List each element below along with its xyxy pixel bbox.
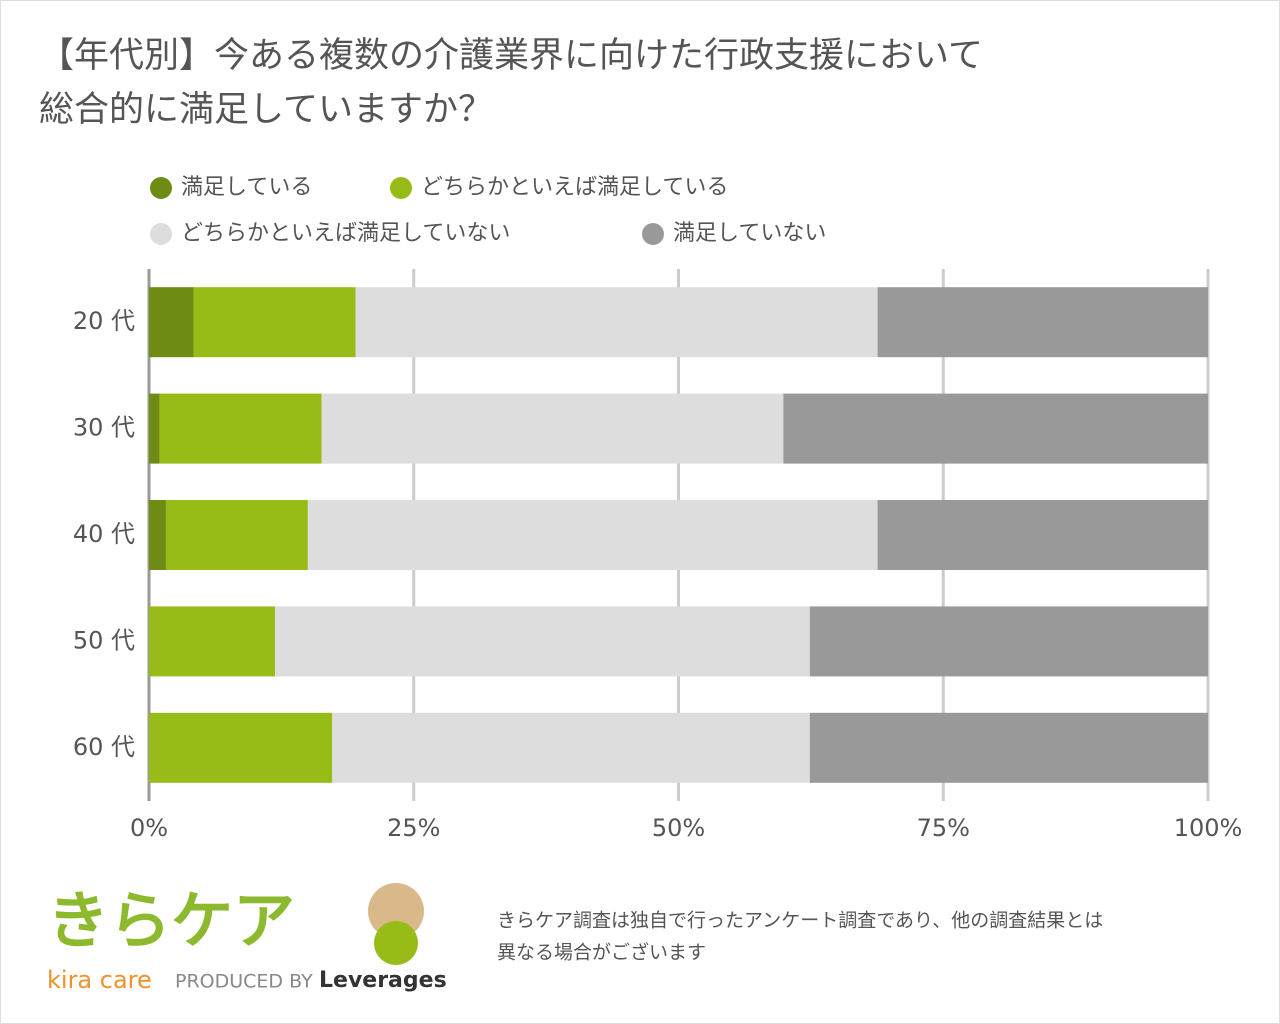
note: 異なる場合がございます [497,941,706,964]
x-tick-label: 0% [130,814,168,842]
legend-label: どちらかといえば満足していない [181,221,510,246]
bar-segment [149,287,194,358]
x-tick-label: 75% [917,814,970,842]
bar-segment [809,606,1208,677]
bar-segment [149,712,333,783]
y-tick-label: 60 代 [73,733,135,761]
bar-segment [783,393,1208,464]
logo: きらケア kira care PRODUCED BY Leverages [47,883,447,994]
legend-label: どちらかといえば満足している [421,175,728,200]
legend-marker [390,177,412,199]
bar-segment [149,500,166,570]
y-tick-label: 20 代 [73,307,135,335]
bar-segment [165,500,308,570]
legend-marker [150,177,172,199]
bar-segment [877,287,1208,358]
legend-marker [642,223,664,245]
note: きらケア調査は独自で行ったアンケート調査であり、他の調査結果とは [497,910,1103,932]
logo-text: きらケア [47,884,295,957]
y-tick-label: 40 代 [73,520,135,548]
legend-label: 満足している [181,175,312,200]
company: Leverages [319,968,447,993]
x-tick-label: 25% [387,814,440,842]
bar-segment [332,712,810,783]
y-tick-label: 30 代 [73,414,135,442]
y-tick-label: 50 代 [73,626,135,654]
mascot [374,921,418,965]
x-tick-label: 50% [652,814,705,842]
bar-segment [149,393,160,464]
bar-segment [149,606,276,677]
bar-segment [321,393,784,464]
produced-by: PRODUCED BY [175,971,313,993]
bar-segment [877,500,1208,570]
chart-title: 【年代別】今ある複数の介護業界に向けた行政支援において [39,36,983,76]
bar-segment [355,287,878,358]
bar-segment [193,287,356,358]
chart-title: 総合的に満足していますか？ [39,90,493,130]
bar-segment [307,500,878,570]
bar-segment [159,393,322,464]
legend-label: 満足していない [673,221,826,246]
bar-segment [809,712,1208,783]
mascot [368,883,424,939]
logo-sub: kira care [47,966,152,994]
bar-segment [275,606,810,677]
legend-marker [150,223,172,245]
x-tick-label: 100% [1174,814,1243,842]
